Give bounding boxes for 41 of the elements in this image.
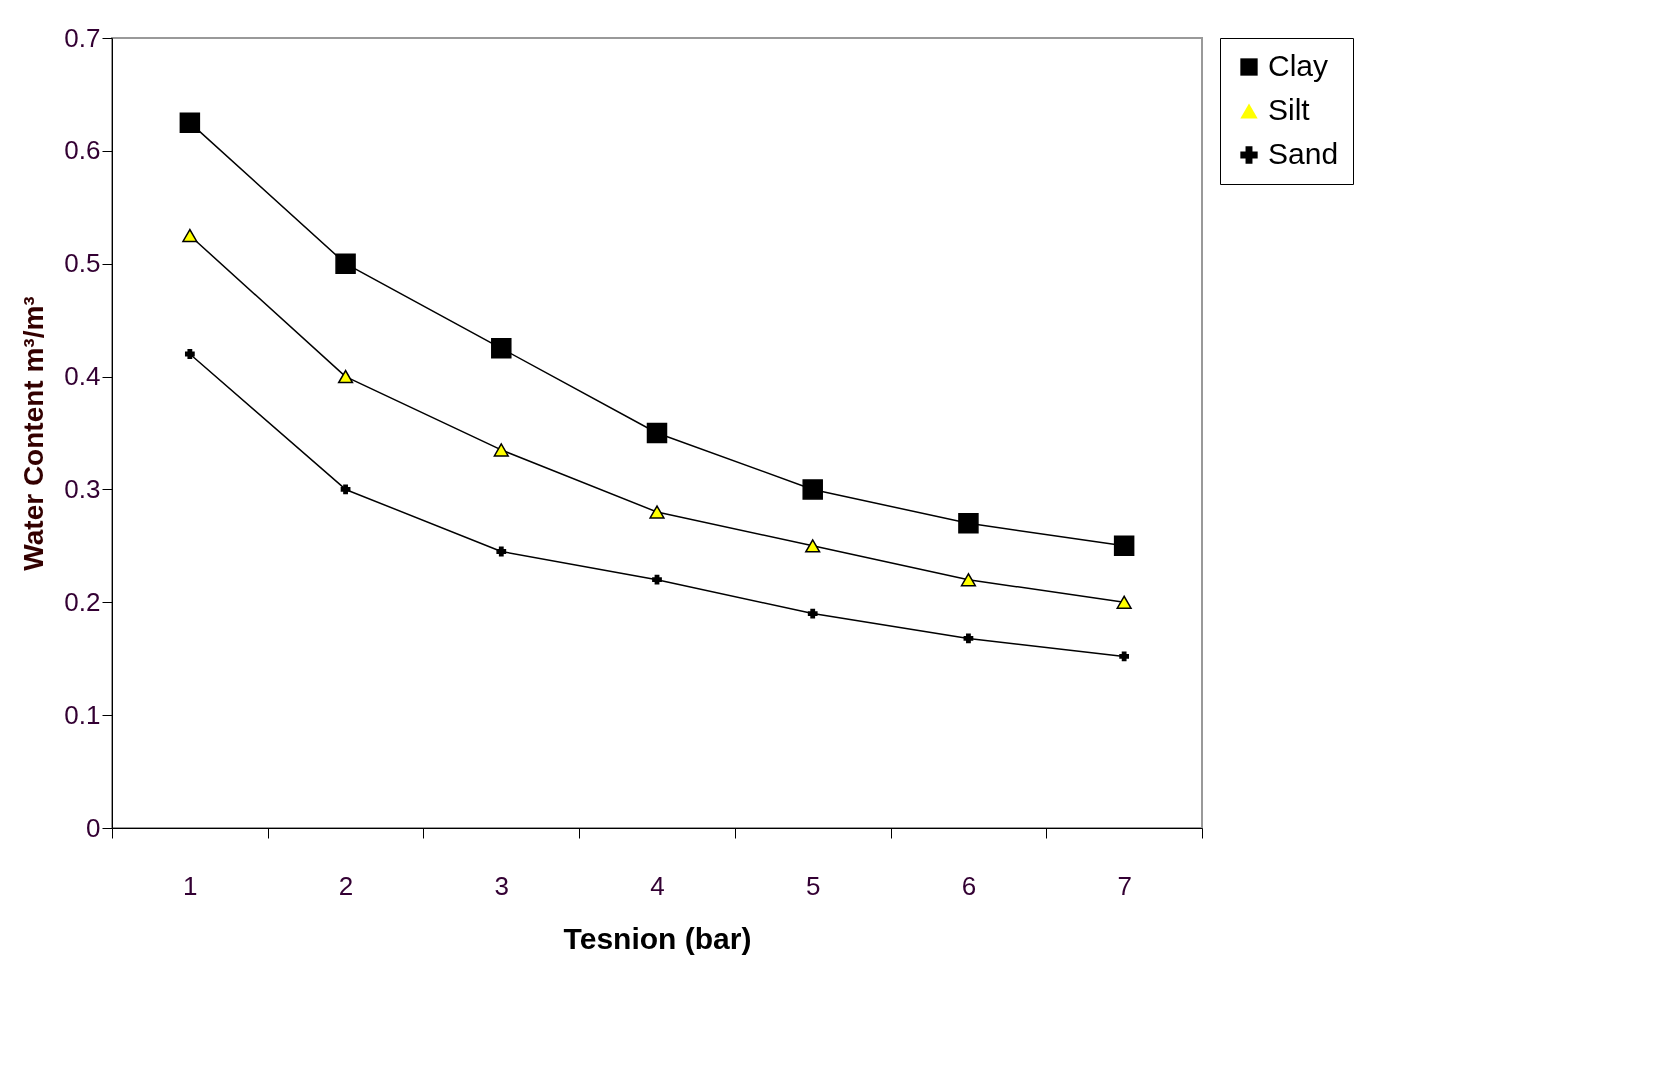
x-axis-title: Tesnion (bar) <box>563 921 752 955</box>
x-tick-label: 6 <box>961 870 977 901</box>
point <box>958 513 979 534</box>
point <box>649 505 665 519</box>
x-tick-label: 4 <box>650 870 665 901</box>
x-tick-label: 7 <box>1117 870 1132 901</box>
point <box>340 484 351 495</box>
legend-label: Sand <box>1268 137 1339 170</box>
y-tick-label: 0.6 <box>64 135 101 166</box>
point <box>184 349 195 359</box>
point <box>496 546 507 557</box>
point <box>963 633 974 644</box>
point <box>491 338 512 359</box>
point <box>805 539 821 553</box>
y-tick-label: 0.5 <box>64 248 101 279</box>
y-tick-label: 0.1 <box>64 699 101 730</box>
point <box>646 422 668 444</box>
x-tick-label: 5 <box>805 870 821 901</box>
legend-label: Clay <box>1268 49 1329 82</box>
y-tick-label: 0.7 <box>64 22 101 53</box>
point <box>802 479 823 500</box>
point <box>182 228 198 243</box>
point <box>807 608 818 619</box>
point <box>179 112 201 133</box>
x-tick-label: 3 <box>494 870 510 901</box>
y-tick-label: 0.2 <box>64 586 101 617</box>
legend-label: Silt <box>1268 93 1311 126</box>
point <box>1116 595 1132 609</box>
point <box>1113 535 1135 557</box>
y-tick-label: 0 <box>86 812 101 843</box>
y-tick-label: 0.3 <box>64 473 101 504</box>
y-tick-label: 0.4 <box>64 361 101 392</box>
point <box>335 253 356 274</box>
point <box>652 574 662 585</box>
y-axis-title: Water Content m³/m³ <box>18 296 50 571</box>
x-tick-label: 2 <box>338 870 354 901</box>
point <box>1119 651 1130 662</box>
point <box>960 573 977 587</box>
point <box>493 443 509 457</box>
point <box>337 369 354 384</box>
x-tick-label: 1 <box>183 870 198 901</box>
